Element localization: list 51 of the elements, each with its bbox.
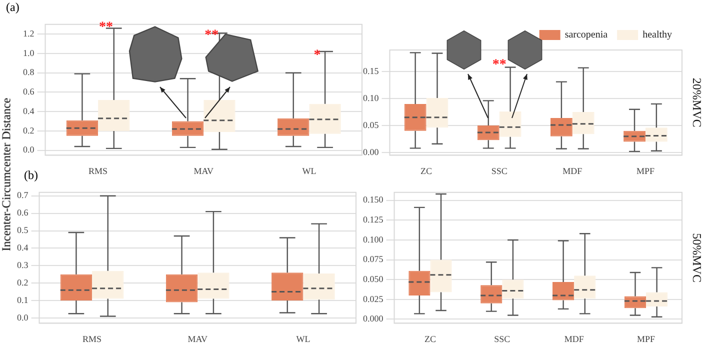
- x-tick-label: WL: [302, 166, 316, 176]
- y-tick-label: 0.6: [23, 86, 35, 97]
- x-tick-label: RMS: [88, 166, 108, 176]
- annotation: *: [314, 48, 321, 64]
- y-tick-label: 0.15: [363, 66, 380, 76]
- y-tick-label: 0.2: [17, 277, 28, 288]
- y-tick-label: 0.0: [23, 144, 35, 155]
- text: 20%MVC: [690, 78, 704, 128]
- text: 50%MVC: [690, 233, 704, 282]
- y-tick-label: 0.0: [17, 312, 29, 322]
- x-tick-label: MAV: [194, 166, 214, 176]
- x-tick-label: MDF: [562, 166, 582, 176]
- y-tick-label: 0.00: [363, 146, 380, 157]
- y-tick-label: 0.150: [363, 194, 384, 205]
- y-tick-label: 0.4: [23, 106, 35, 116]
- annotation: **: [99, 20, 114, 36]
- y-tick-label: 0.100: [363, 234, 384, 244]
- y-tick-label: 0.5: [17, 225, 29, 236]
- y-tick-label: 0.000: [363, 314, 384, 324]
- x-tick-label: MAV: [188, 334, 208, 344]
- x-tick-label: ZC: [420, 166, 432, 176]
- y-tick-label: 0.10: [363, 92, 380, 103]
- annotation: **: [204, 28, 219, 44]
- y-tick-label: 1.2: [23, 28, 34, 38]
- y-axis-title: Incenter-Circumcenter Distance: [0, 97, 14, 251]
- x-tick-label: ZC: [424, 334, 436, 344]
- y-tick-label: 0.050: [363, 274, 384, 284]
- legend-label: healthy: [642, 30, 672, 41]
- y-tick-label: 0.4: [17, 242, 29, 253]
- annotation: **: [492, 58, 506, 73]
- y-tick-label: 0.6: [17, 208, 29, 218]
- x-tick-label: MDF: [564, 334, 584, 344]
- y-tick-label: 0.05: [363, 120, 380, 130]
- x-tick-label: MPF: [636, 166, 654, 176]
- y-tick-label: 0.7: [17, 190, 29, 200]
- y-tick-label: 0.075: [363, 254, 384, 264]
- y-tick-label: 0.2: [23, 125, 34, 136]
- x-tick-label: SSC: [491, 166, 508, 176]
- y-tick-label: 0.3: [17, 260, 29, 270]
- chart-title: (b): [24, 168, 38, 183]
- legend-label: sarcopenia: [564, 30, 608, 41]
- x-tick-label: MPF: [637, 334, 656, 344]
- y-tick-label: 0.025: [363, 294, 384, 304]
- y-tick-label: 0.1: [17, 294, 28, 305]
- y-tick-label: 0.8: [23, 67, 35, 78]
- chart-title: (a): [6, 0, 20, 15]
- y-tick-label: 0.125: [363, 214, 384, 225]
- x-tick-label: RMS: [82, 334, 102, 344]
- x-tick-label: WL: [296, 334, 310, 344]
- y-tick-label: 1.0: [23, 48, 35, 58]
- x-tick-label: SSC: [494, 334, 510, 344]
